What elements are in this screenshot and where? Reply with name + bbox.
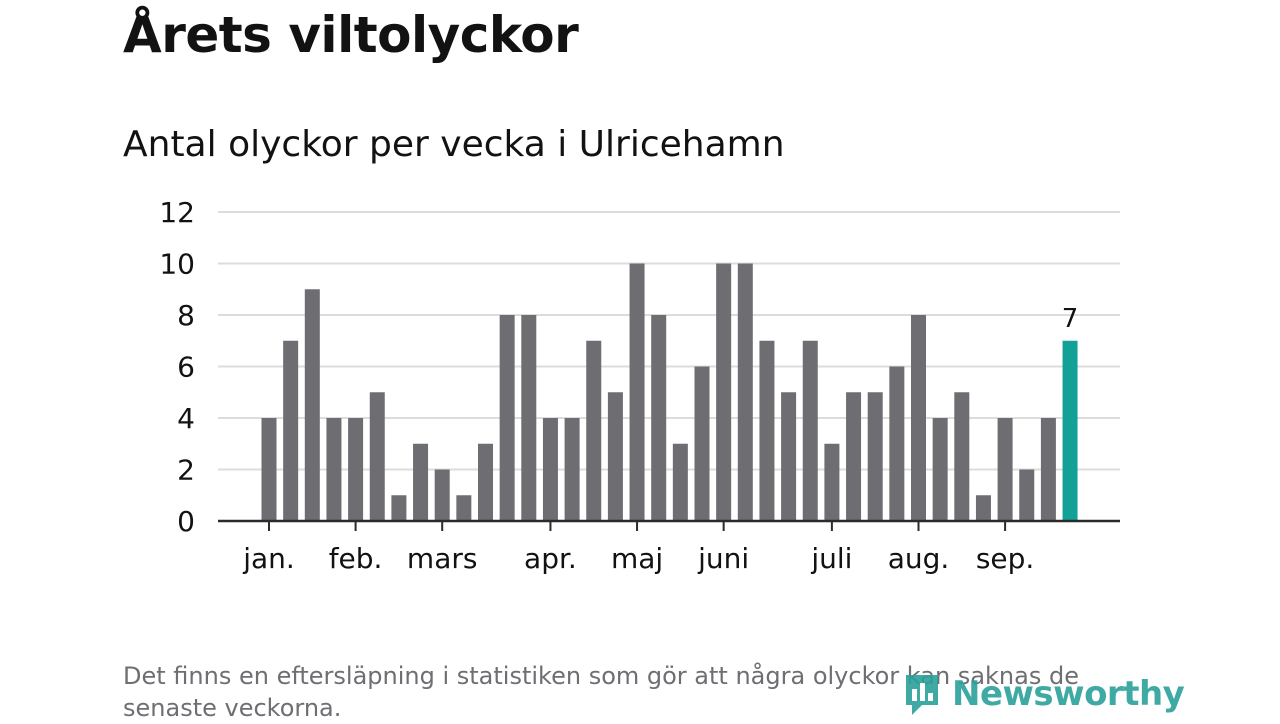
y-axis-ticks: 0 2 4 6 8 10 12 <box>159 196 195 538</box>
y-tick-label: 6 <box>177 351 195 384</box>
bar <box>478 443 493 521</box>
bar <box>434 469 450 521</box>
bar <box>824 443 840 521</box>
x-tick-label: mars <box>407 542 478 575</box>
data-label: 7 <box>1062 304 1079 334</box>
bar <box>954 392 970 521</box>
bar <box>672 443 688 521</box>
x-tick-label: juli <box>810 542 852 575</box>
bar <box>911 315 926 521</box>
bar <box>932 418 948 521</box>
bar <box>629 263 645 521</box>
y-tick-label: 2 <box>177 454 195 487</box>
bar <box>261 418 277 521</box>
bar-highlight <box>1062 340 1078 521</box>
bar <box>586 340 602 521</box>
x-tick-label: sep. <box>976 542 1035 575</box>
bar <box>564 418 580 521</box>
bar <box>391 495 407 521</box>
chart-subtitle: Antal olyckor per vecka i Ulricehamn <box>123 124 785 165</box>
y-tick-label: 0 <box>177 505 195 538</box>
bar <box>607 392 623 521</box>
x-tick-label: feb. <box>329 542 383 575</box>
y-tick-label: 8 <box>177 299 195 332</box>
chart-title: Årets viltolyckor <box>123 6 579 64</box>
x-axis: jan. feb. mars apr. maj juni juli aug. sep. <box>218 519 1120 575</box>
bar <box>975 495 991 521</box>
bar <box>1019 469 1035 521</box>
bar <box>542 418 558 521</box>
bar <box>716 263 732 521</box>
bar <box>348 418 364 521</box>
bars <box>261 263 1078 521</box>
bar-chart: 0 2 4 6 8 10 12 jan. feb. mars apr. maj juni juli aug… <box>159 196 1120 575</box>
bar <box>521 315 537 521</box>
bar <box>737 263 753 521</box>
bar <box>456 495 472 521</box>
x-tick-label: maj <box>611 542 663 575</box>
data-labels: 7 <box>1062 304 1079 334</box>
y-tick-label: 12 <box>159 196 195 229</box>
bar <box>1040 418 1056 521</box>
bar <box>651 315 667 521</box>
bar <box>499 315 515 521</box>
y-tick-label: 10 <box>159 248 195 281</box>
bar <box>997 418 1013 521</box>
bar <box>781 392 797 521</box>
x-tick-label: apr. <box>524 542 577 575</box>
bar <box>283 340 299 521</box>
bar <box>867 392 883 521</box>
bar <box>413 443 429 521</box>
x-tick-label: aug. <box>888 542 950 575</box>
grid-lines <box>218 211 1120 471</box>
y-tick-label: 4 <box>177 402 195 435</box>
bar <box>326 418 342 521</box>
newsworthy-logo-icon <box>906 675 938 715</box>
bar <box>694 366 710 521</box>
bar <box>369 392 385 521</box>
bar <box>802 340 818 521</box>
x-tick-label: juni <box>697 542 749 575</box>
bar <box>889 366 905 521</box>
newsworthy-logo-text: Newsworthy <box>952 674 1185 714</box>
newsworthy-logo: Newsworthy <box>902 670 1202 718</box>
bar <box>846 392 862 521</box>
bar <box>759 340 775 521</box>
bar <box>304 289 320 521</box>
x-tick-label: jan. <box>242 542 295 575</box>
